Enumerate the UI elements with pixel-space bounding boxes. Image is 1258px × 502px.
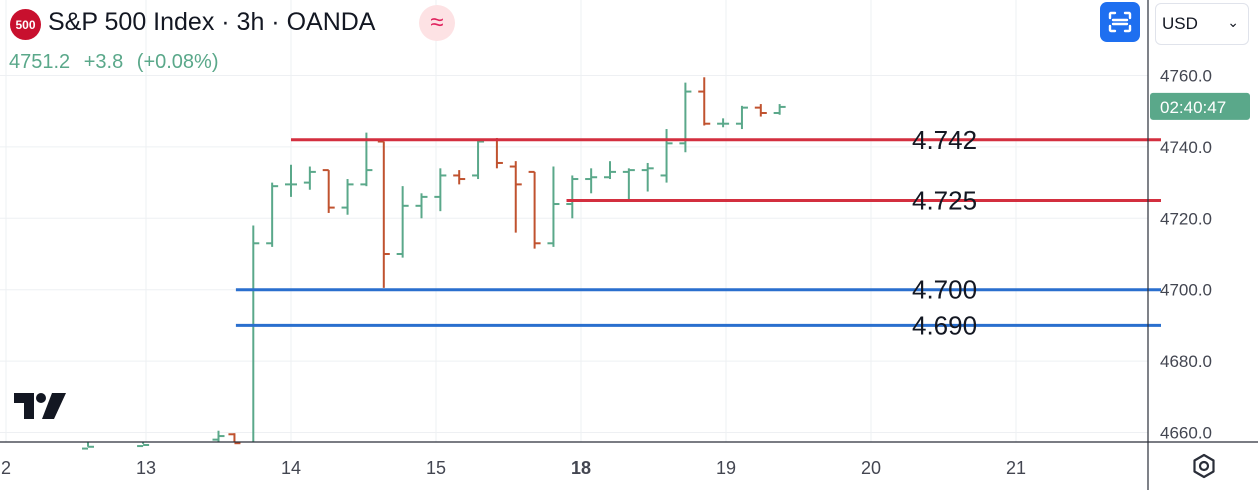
- ohlc-bar: [82, 442, 94, 450]
- ohlc-bar: [698, 77, 711, 126]
- price-change-percent: (+0.08%): [136, 51, 219, 73]
- ohlc-bar: [717, 118, 730, 128]
- chart-grid: [0, 0, 1148, 442]
- approx-wave-icon[interactable]: ≈: [419, 5, 455, 41]
- ohlc-bar: [735, 105, 748, 130]
- ohlc-bar: [547, 166, 560, 247]
- ohlc-bar: [341, 179, 354, 215]
- ohlc-bar: [754, 104, 767, 117]
- ohlc-bar: [228, 433, 241, 445]
- symbol-logo-badge: 500: [10, 9, 41, 40]
- price-tick-label: 4680.0: [1160, 352, 1212, 371]
- level-label: 4.700: [912, 275, 977, 305]
- time-tick-label: 13: [136, 458, 156, 478]
- price-tick-label: 4740.0: [1160, 138, 1212, 157]
- ohlc-bar: [660, 129, 673, 183]
- time-tick-label: 18: [571, 458, 591, 478]
- ohlc-bar: [252, 225, 260, 442]
- ohlc-bar: [434, 168, 447, 212]
- price-tick-label: 4660.0: [1160, 424, 1212, 443]
- price-tick-label: 4760.0: [1160, 67, 1212, 86]
- ohlc-bar: [322, 169, 335, 213]
- ohlc-bar: [137, 442, 150, 448]
- time-tick-label: 2: [1, 458, 11, 478]
- time-tick-label: 21: [1006, 458, 1026, 478]
- ohlc-bar: [509, 161, 522, 233]
- ohlc-bar: [490, 137, 503, 169]
- fullscreen-button[interactable]: [1100, 2, 1140, 42]
- ohlc-bar: [472, 139, 485, 180]
- ohlc-bar: [528, 170, 541, 249]
- ohlc-bar: [773, 104, 786, 115]
- ohlc-bar: [303, 166, 316, 190]
- chevron-down-icon: ⌄: [1227, 14, 1239, 30]
- horizontal-levels: 4.742 4.725 4.700 4.690: [235, 125, 1161, 340]
- fullscreen-icon: [1108, 11, 1132, 33]
- tradingview-logo: [14, 393, 68, 426]
- ohlc-bar: [415, 193, 428, 219]
- ohlc-bar: [679, 82, 692, 153]
- ohlc-bar: [396, 186, 409, 258]
- chart-title[interactable]: S&P 500 Index · 3h · OANDA: [48, 8, 376, 36]
- time-tick-label: 14: [281, 458, 301, 478]
- time-tick-label: 19: [716, 458, 736, 478]
- ohlc-bar: [622, 168, 635, 201]
- ohlc-bar: [641, 162, 654, 192]
- ohlc-bar: [453, 170, 466, 185]
- ohlc-bar: [212, 430, 225, 442]
- ohlc-bar: [285, 164, 297, 197]
- last-price: 4751.2: [9, 51, 71, 73]
- last-price-countdown: 02:40:47: [1160, 98, 1226, 117]
- price-summary: 4751.2 +3.8 (+0.08%): [9, 51, 227, 74]
- last-price-badge: [1150, 92, 1250, 120]
- ohlc-bar: [266, 182, 279, 247]
- ohlc-bar: [360, 132, 373, 187]
- ohlc-bar: [585, 168, 598, 194]
- level-label: 4.725: [912, 185, 977, 215]
- price-and-time-axes: 4760.0 4740.0 4720.0 4700.0 4680.0 4660.0 02:4…: [0, 0, 1258, 490]
- price-change: +3.8: [83, 51, 124, 73]
- time-tick-label: 15: [426, 458, 446, 478]
- currency-select[interactable]: USD ⌄: [1155, 3, 1249, 45]
- price-tick-label: 4720.0: [1160, 209, 1212, 228]
- ohlc-bar: [377, 140, 390, 288]
- level-label: 4.690: [912, 310, 977, 340]
- price-tick-label: 4700.0: [1160, 281, 1212, 300]
- chart-settings-button[interactable]: [1190, 452, 1218, 480]
- ohlc-bar: [566, 175, 579, 219]
- ohlc-bar: [604, 161, 616, 180]
- time-tick-label: 20: [861, 458, 881, 478]
- currency-value: USD: [1162, 14, 1198, 33]
- level-label: 4.742: [912, 125, 977, 155]
- gear-icon: [1193, 453, 1215, 479]
